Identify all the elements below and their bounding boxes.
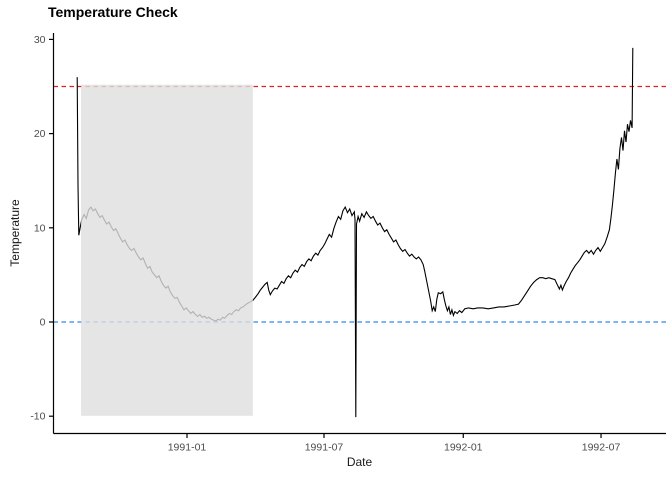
- x-axis-title: Date: [346, 455, 373, 469]
- y-tick-label: 10: [34, 222, 46, 234]
- chart-title: Temperature Check: [48, 4, 178, 20]
- highlight-region: [81, 84, 253, 416]
- x-tick-label: 1991-07: [305, 442, 344, 454]
- y-tick-label: 0: [40, 317, 46, 329]
- y-tick-label: 20: [34, 128, 46, 140]
- x-tick-label: 1991-01: [168, 442, 207, 454]
- y-axis-title: Temperature: [8, 199, 22, 267]
- x-tick-label: 1992-01: [444, 442, 483, 454]
- y-tick-label: -10: [30, 411, 45, 423]
- x-tick-label: 1992-07: [582, 442, 621, 454]
- y-tick-label: 30: [34, 34, 46, 46]
